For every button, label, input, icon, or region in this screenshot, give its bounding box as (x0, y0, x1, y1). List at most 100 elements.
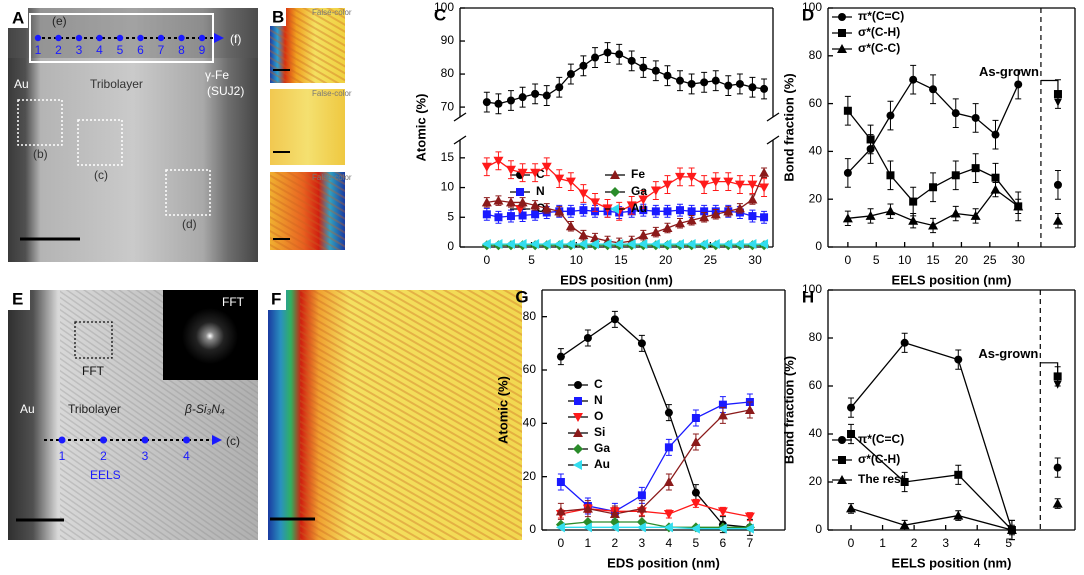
axis-break (453, 135, 467, 145)
series-line (560, 409, 751, 515)
scan-point (75, 34, 83, 42)
data-point (590, 233, 601, 243)
data-point (690, 523, 700, 534)
data-point (717, 523, 727, 534)
data-point (747, 180, 758, 190)
data-point (650, 186, 661, 196)
data-point (675, 206, 684, 215)
legend-label: π*(C=C) (858, 9, 904, 23)
data-point (554, 239, 564, 250)
panel-b: B False-color False-color False-color (270, 7, 352, 250)
data-point (517, 168, 528, 178)
data-point (744, 512, 755, 522)
data-point (531, 210, 540, 219)
point-label: 3 (142, 449, 149, 463)
legend-marker (610, 170, 620, 179)
legend-label: σ*(C-H) (858, 25, 900, 39)
data-point (579, 61, 588, 70)
legend-label: Ga (594, 441, 610, 455)
data-point (651, 207, 660, 216)
legend-label: O (594, 409, 603, 423)
x-tick-label: 4 (666, 536, 673, 550)
data-point (518, 211, 527, 220)
data-point (1053, 90, 1062, 99)
data-point (734, 180, 745, 190)
panel-label: E (12, 289, 23, 308)
data-point (691, 488, 700, 497)
data-point (1006, 525, 1017, 534)
data-point (929, 85, 938, 94)
x-tick-label: 0 (483, 253, 490, 267)
arrow-head (214, 33, 224, 43)
x-tick-label: 6 (720, 536, 727, 550)
y-tick-label: 40 (809, 426, 823, 440)
data-point (505, 197, 516, 207)
data-point (663, 71, 672, 80)
caption: False-color (312, 8, 352, 17)
data-point (710, 239, 720, 250)
series-line (486, 51, 765, 105)
data-point (493, 156, 504, 166)
data-point (590, 239, 600, 250)
series-line (850, 342, 1013, 531)
data-point (565, 221, 576, 231)
legend-label: Ga (631, 184, 647, 198)
data-point (662, 222, 673, 232)
data-point (555, 83, 564, 92)
legend-label: The rest (858, 472, 905, 486)
data-point (843, 168, 852, 177)
data-point (663, 477, 674, 486)
data-point (886, 171, 895, 180)
scan-point (34, 34, 42, 42)
data-point (663, 510, 674, 519)
x-tick-label: 15 (926, 253, 940, 267)
data-point (723, 177, 734, 187)
scan-point (116, 34, 124, 42)
y-tick-label: 15 (441, 150, 455, 164)
x-axis-label: EELS position (nm) (892, 555, 1012, 570)
x-tick-label: 5 (693, 536, 700, 550)
data-point (747, 194, 758, 204)
data-point (518, 93, 527, 102)
data-point (686, 239, 696, 250)
y-tick-label: 90 (441, 33, 455, 47)
data-point (638, 230, 649, 240)
data-point (578, 239, 588, 250)
y-tick-label: 60 (809, 378, 823, 392)
data-point (637, 339, 646, 348)
data-point (842, 213, 853, 223)
arrow-label: (f) (230, 32, 241, 46)
data-point (759, 167, 770, 177)
data-point (614, 239, 624, 250)
legend-label: C (536, 167, 545, 181)
axis-break (766, 112, 780, 122)
data-point (555, 506, 566, 516)
data-point (530, 168, 541, 178)
legend-marker (573, 460, 582, 470)
x-tick-label: 0 (558, 536, 565, 550)
x-axis-label: EDS position (nm) (560, 272, 673, 287)
x-tick-label: 15 (614, 253, 628, 267)
data-point (541, 203, 552, 213)
data-point (636, 503, 647, 513)
panel-label: B (272, 7, 284, 26)
path-label: EELS (90, 468, 121, 482)
data-point (899, 520, 910, 530)
data-point (723, 206, 734, 216)
data-point (1053, 372, 1062, 381)
y-axis-label: Bond fraction (%) (781, 73, 796, 181)
data-point (583, 334, 592, 342)
legend-label: π*(C=C) (858, 432, 904, 446)
y-tick-label: 0 (815, 522, 822, 536)
legend-marker (837, 44, 847, 53)
data-point (1052, 215, 1063, 225)
legend-marker (610, 204, 619, 214)
x-tick-label: 2 (911, 536, 918, 550)
scan-points: 1 2 3 4 (58, 436, 190, 463)
y-axis-label: Bond fraction (%) (781, 356, 796, 464)
data-point (554, 174, 565, 184)
data-point (909, 75, 918, 84)
point-label: 4 (183, 449, 190, 463)
scan-point (178, 34, 185, 42)
